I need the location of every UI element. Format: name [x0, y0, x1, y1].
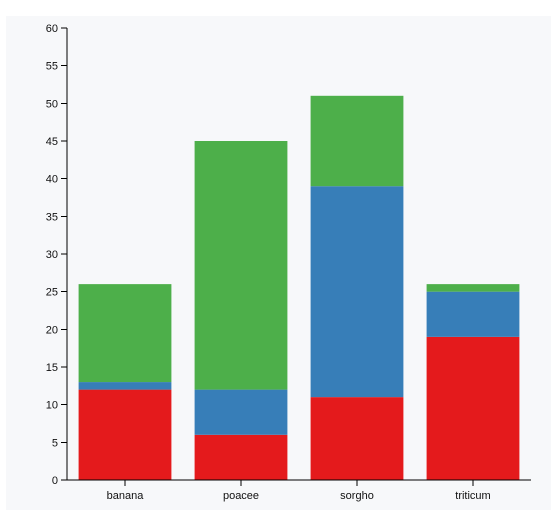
y-tick-label: 60 [46, 23, 58, 35]
y-tick-label: 30 [46, 249, 58, 261]
bar-segment-triticum-0 [426, 336, 520, 480]
y-tick-label: 45 [46, 136, 58, 148]
y-axis: 0 5 10 15 20 25 30 35 40 45 50 55 60 [46, 23, 68, 487]
x-tick-label-triticum: triticum [455, 490, 490, 502]
y-tick-label: 20 [46, 324, 58, 336]
bars-group [78, 95, 520, 480]
y-tick-label: 40 [46, 174, 58, 186]
bar-segment-triticum-2 [426, 284, 520, 292]
bar-segment-poacee-0 [194, 434, 288, 480]
y-tick-label: 10 [46, 400, 58, 412]
bar-segment-poacee-1 [194, 389, 288, 435]
x-axis: banana poacee sorgho triticum [67, 479, 531, 502]
bar-segment-sorgho-2 [310, 95, 404, 187]
x-tick-label-banana: banana [107, 490, 145, 502]
x-tick-label-poacee: poacee [223, 490, 259, 502]
bar-segment-banana-0 [78, 389, 172, 480]
y-tick-label: 35 [46, 211, 58, 223]
x-tick-label-sorgho: sorgho [340, 490, 374, 502]
y-tick-label: 0 [52, 475, 58, 487]
bar-segment-banana-1 [78, 382, 172, 390]
bar-segment-poacee-2 [194, 141, 288, 390]
y-tick-label: 25 [46, 287, 58, 299]
y-tick-label: 5 [52, 437, 58, 449]
y-tick-label: 55 [46, 61, 58, 73]
bar-segment-triticum-1 [426, 291, 520, 337]
y-tick-label: 50 [46, 98, 58, 110]
bar-segment-sorgho-1 [310, 186, 404, 398]
bar-segment-sorgho-0 [310, 397, 404, 480]
bar-segment-banana-2 [78, 284, 172, 383]
y-tick-label: 15 [46, 362, 58, 374]
